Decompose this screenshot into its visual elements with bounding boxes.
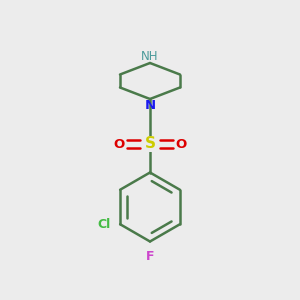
Text: Cl: Cl: [98, 218, 111, 231]
Text: N: N: [144, 99, 156, 112]
Text: S: S: [145, 136, 155, 152]
Text: O: O: [113, 137, 124, 151]
Text: F: F: [146, 250, 154, 263]
Text: NH: NH: [141, 50, 159, 63]
Text: O: O: [176, 137, 187, 151]
